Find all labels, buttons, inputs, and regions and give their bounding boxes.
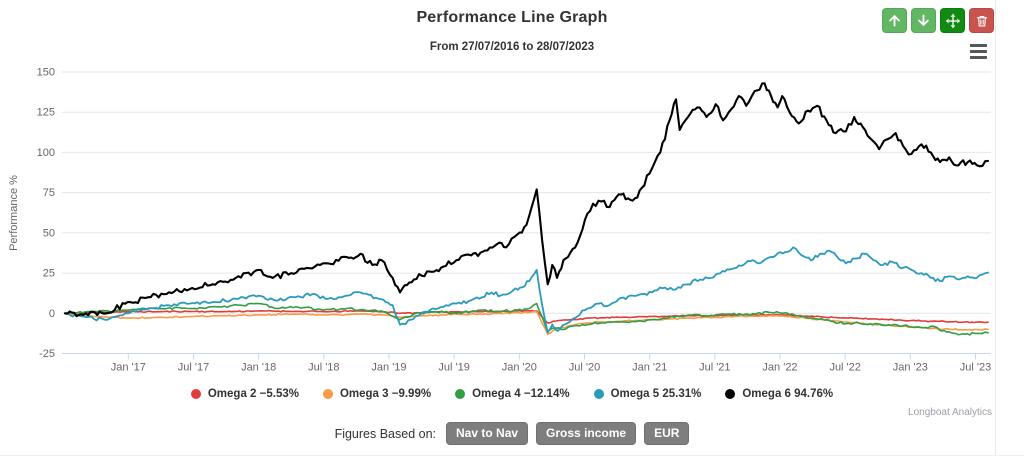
hamburger-icon [970,50,987,53]
legend-item-omega-3[interactable]: Omega 3 −9.99% [322,388,432,400]
series-line-omega-4[interactable] [64,302,989,336]
y-axis-tick-label: 25 [43,268,55,280]
chart-title: Performance Line Graph [416,9,608,26]
legend-marker-omega-5 [593,389,604,399]
y-axis-title: Performance % [8,175,20,251]
x-axis-tick-label: Jul '17 [178,362,209,374]
gross-income-button[interactable]: Gross income [536,422,637,445]
x-axis-tick-label: Jan '23 [893,362,928,374]
x-axis-tick-label: Jan '20 [502,362,537,374]
card-bottom-border [0,455,1024,456]
legend-item-omega-5[interactable]: Omega 5 25.31% [593,388,702,400]
chart-context-menu-button[interactable] [970,44,987,59]
x-axis-tick-label: Jul '19 [438,362,469,374]
legend-label-omega-4: Omega 4 −12.14% [472,388,570,400]
legend-label-omega-3: Omega 3 −9.99% [339,388,432,400]
series-line-omega-2[interactable] [64,309,989,324]
move-icon [945,13,961,29]
series-line-omega-3[interactable] [64,310,989,335]
x-axis-tick-label: Jul '18 [308,362,339,374]
legend-item-omega-6[interactable]: Omega 6 94.76% [725,388,833,400]
card-right-border [995,0,996,456]
chart-legend: Omega 2 −5.53% Omega 3 −9.99% Omega 4 −1… [0,388,1024,400]
x-axis-tick-label: Jan '17 [111,362,146,374]
x-axis-tick-label: Jan '22 [762,362,797,374]
x-axis-tick-label: Jul '20 [569,362,600,374]
legend-marker-omega-3 [322,389,333,399]
y-axis-tick-label: 125 [37,107,55,119]
branding-credit: Longboat Analytics [908,407,992,418]
hamburger-icon [970,44,987,47]
y-axis-tick-label: 75 [43,187,55,199]
figures-based-on-row: Figures Based on: Nav to Nav Gross incom… [0,422,1024,445]
eur-button[interactable]: EUR [644,422,690,445]
legend-item-omega-4[interactable]: Omega 4 −12.14% [455,388,570,400]
y-axis-tick-label: 50 [43,227,55,239]
widget-toolbar [882,8,994,33]
x-axis-tick-label: Jan '18 [241,362,276,374]
y-axis-tick-label: -25 [39,348,55,360]
legend-label-omega-6: Omega 6 94.76% [742,388,834,400]
legend-label-omega-2: Omega 2 −5.53% [207,388,299,400]
delete-button[interactable] [969,8,994,33]
move-widget-button[interactable] [940,8,965,33]
legend-marker-omega-6 [725,389,736,399]
legend-item-omega-2[interactable]: Omega 2 −5.53% [190,388,299,400]
move-down-button[interactable] [911,8,936,33]
nav-to-nav-button[interactable]: Nav to Nav [446,422,529,445]
y-axis-tick-label: 0 [49,308,55,320]
x-axis-tick-label: Jul '22 [829,362,860,374]
y-axis-tick-label: 150 [37,67,55,79]
series-line-omega-6[interactable] [63,82,990,318]
legend-marker-omega-2 [190,389,201,399]
y-axis-tick-label: 100 [37,147,55,159]
x-axis-tick-label: Jul '23 [960,362,991,374]
chart-subtitle: From 27/07/2016 to 28/07/2023 [429,41,595,53]
figures-based-on-label: Figures Based on: [334,426,437,441]
x-axis-tick-label: Jan '21 [632,362,667,374]
arrow-down-icon [916,13,931,28]
x-axis-tick-label: Jan '19 [371,362,406,374]
trash-icon [975,14,989,28]
legend-marker-omega-4 [455,389,466,399]
series-line-omega-5[interactable] [64,246,989,334]
legend-label-omega-5: Omega 5 25.31% [610,388,702,400]
move-up-button[interactable] [882,8,907,33]
x-axis-tick-label: Jul '21 [699,362,730,374]
hamburger-icon [970,56,987,59]
arrow-up-icon [887,13,902,28]
